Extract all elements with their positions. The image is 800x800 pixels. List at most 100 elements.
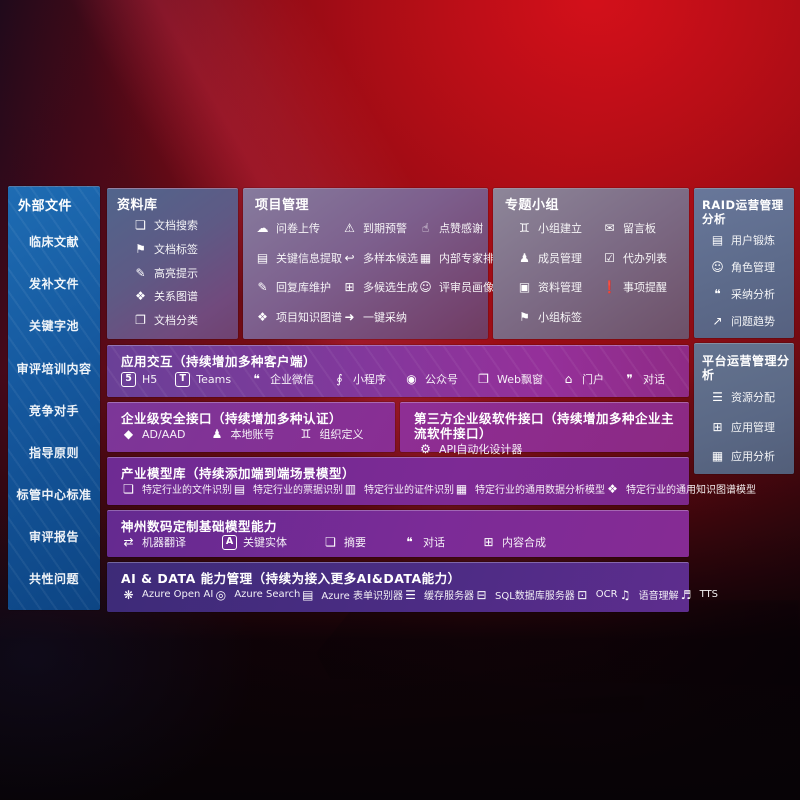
list-item: ↩ 多样本候选 [342,250,418,266]
item-label: 小组标签 [538,310,582,324]
list-item: ☺ 评审员画像 [418,279,505,295]
org-define-icon: ♊ [300,427,312,441]
item-label: 事项提醒 [623,281,668,295]
item-label: 小组建立 [538,222,582,236]
list-item: ▤ 关键信息提取 [255,250,342,266]
ocr-icon: ⊡ [577,587,588,602]
data-model-icon: ▦ [455,481,468,496]
kg-model-icon: ❖ [607,481,618,496]
row-title: 神州数码定制基础模型能力 [121,519,278,534]
item-label: 组织定义 [319,428,364,441]
list-item: ❖ 关系图谱 [133,288,232,304]
item-label: 到期预警 [363,222,407,236]
app-interaction-list: 5 H5 T Teams ❝ 企业微信 ∮ 小程序 ◉ 公众号 ❐ Web飘窗 ⌂ 门户 ❞ 对话 [121,371,675,387]
thirdparty-interface-list: ⚙ API自动化设计器 [414,441,675,457]
list-item: ∮ 小程序 [332,371,386,387]
dcits-base-models-list: ⇄ 机器翻译 A 关键实体 ❏ 摘要 ❝ 对话 ⊞ 内容合成 [121,534,675,550]
panel-title: 资料库 [117,198,158,213]
item-label: 一键采纳 [363,310,407,324]
key-entity-icon: A [222,534,237,550]
item-label: 资源分配 [731,391,775,405]
list-item: ⌂ 门户 [561,371,604,387]
group-create-icon: ♊ [519,221,530,236]
list-item: ♊ 小组建立 [517,220,602,236]
list-item: ⊟ SQL数据库服务器 [474,587,574,603]
item-label: 用户锻炼 [731,234,775,248]
list-item: 竞争对手 [29,402,79,419]
content-compose-icon: ⊞ [483,535,494,549]
receipt-recog-icon: ▤ [233,481,246,496]
list-item: ⊞ 多候选生成 [342,279,418,295]
item-label: 内部专家排名 [439,251,505,265]
row-industry-models: 产业模型库（持续添加端到端场景模型） ❏ 特定行业的文件识别 ▤ 特定行业的票据识别 ▥… [107,457,756,505]
panel-title: RAID运营管理分析 [702,198,784,226]
list-item: ❝ 采纳分析 [710,286,790,302]
list-item: A 关键实体 [222,534,287,550]
item-label: 临床文献 [28,235,79,250]
item-label: 问题趋势 [731,315,775,329]
list-item: ▤ 用户锻炼 [710,232,790,248]
list-item: 审评报告 [29,528,79,545]
item-label: 企业微信 [270,373,315,386]
list-item: ▥ 特定行业的证件识别 [343,481,454,497]
reviewer-profile-icon: ☺ [419,280,432,295]
item-label: 对话 [423,536,445,549]
knowledge-graph-icon: ❖ [257,309,268,324]
list-item: ▦ 内部专家排名 [418,250,505,266]
list-item: 审评培训内容 [16,360,91,377]
panel-title: 项目管理 [255,198,310,213]
openai-icon: ❋ [123,587,134,602]
highlight-icon: ✎ [135,265,146,280]
app-analysis-icon: ▦ [711,449,724,464]
item-label: 文档标签 [154,242,198,256]
wechat-work-icon: ❝ [253,372,260,386]
item-label: 采纳分析 [731,288,775,302]
panel-data-repository: 资料库 ❏ 文档搜索 ⚑ 文档标签 ✎ 高亮提示 ❖ 关系图谱 ❐ 文档分类 [107,188,238,339]
list-item: 5 H5 [121,371,158,387]
h5-icon: 5 [121,371,136,387]
list-item: ❏ 摘要 [323,534,366,550]
list-item: ❏ 特定行业的文件识别 [121,481,232,497]
item-label: 评审员画像 [439,281,494,295]
row-title: AI & DATA 能力管理（持续为接入更多AI&DATA能力） [121,571,461,586]
list-item: ◉ 公众号 [404,371,458,387]
list-item: ⊞ 应用管理 [710,419,790,435]
list-item: ❖ 项目知识图谱 [255,309,342,325]
list-item: ✎ 高亮提示 [133,265,232,281]
item-label: 关系图谱 [154,290,198,304]
row-dcits-base-models: 神州数码定制基础模型能力 ⇄ 机器翻译 A 关键实体 ❏ 摘要 ❝ 对话 ⊞ 内容合成 [107,510,689,557]
item-label: TTS [699,589,718,600]
resource-alloc-icon: ☰ [712,390,723,405]
multi-generate-icon: ⊞ [344,280,355,295]
item-label: 回复库维护 [276,281,331,295]
item-label: 项目知识图谱 [276,310,342,324]
item-label: 留言板 [623,222,657,236]
local-account-icon: ♟ [211,427,223,441]
item-label: 角色管理 [731,261,775,275]
doc-category-icon: ❐ [135,312,146,327]
list-item: ♬ TTS [679,587,718,602]
panel-platform-analysis: 平台运营管理分析 ☰ 资源分配 ⊞ 应用管理 ▦ 应用分析 [694,343,794,474]
panel-title: 外部文件 [18,199,73,214]
item-label: 机器翻译 [142,536,186,549]
reminder-icon: ❗ [602,280,617,295]
project-management-grid: ☁ 问卷上传 ⚠ 到期预警 ☝ 点赞感谢 ▤ 关键信息提取 ↩ 多样本候选 ▦ 内部专家排名 ✎ 回复库维… [255,214,506,332]
azure-search-icon: ◎ [215,587,227,602]
list-item: ⊡ OCR [575,587,617,602]
item-label: 对话 [642,373,665,386]
thumbs-up-icon: ☝ [421,221,430,236]
item-label: 门户 [581,373,604,386]
list-item: ❐ Web飘窗 [476,371,543,387]
item-label: 文档分类 [154,313,198,327]
list-item: ♟ 本地账号 [210,426,275,442]
item-label: H5 [142,372,158,386]
item-label: 特定行业的通用知识图谱模型 [626,485,756,496]
list-item: ☝ 点赞感谢 [418,220,505,236]
list-item: ↗ 问题趋势 [710,313,790,329]
row-thirdparty-interface: 第三方企业级软件接口（持续增加多种企业主流软件接口） ⚙ API自动化设计器 [400,402,689,456]
cloud-upload-icon: ☁ [256,221,269,236]
item-label: 高亮提示 [154,266,198,280]
list-item: ▣ 资料管理 [517,279,602,295]
item-label: 特定行业的通用数据分析模型 [475,485,605,496]
api-designer-icon: ⚙ [420,442,431,456]
